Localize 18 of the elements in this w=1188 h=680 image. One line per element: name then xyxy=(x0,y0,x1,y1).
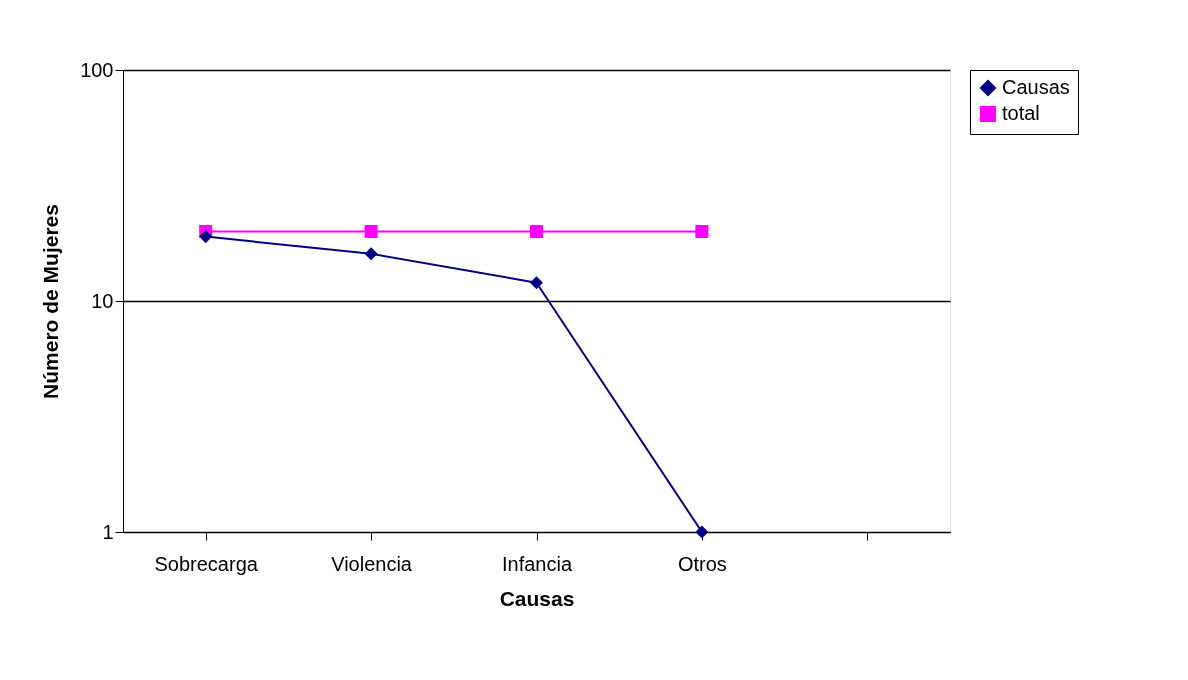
point xyxy=(529,276,544,290)
legend-label: total xyxy=(1002,102,1040,124)
x-tick-label: Sobrecarga xyxy=(154,552,259,575)
point xyxy=(199,230,213,244)
x-tick-label: Otros xyxy=(677,552,727,575)
x-tick-label: Violencia xyxy=(331,552,413,575)
point xyxy=(364,247,378,261)
point xyxy=(695,525,709,539)
y-axis-title: Número de Mujeres xyxy=(39,204,63,399)
x-axis-title: Causas xyxy=(499,586,575,610)
point xyxy=(529,224,544,238)
legend-label: Causas xyxy=(1002,76,1070,98)
point xyxy=(364,224,378,238)
y-tick-label: 10 xyxy=(91,289,114,312)
y-tick-label: 1 xyxy=(102,520,114,543)
x-tick-label: Infancia xyxy=(501,552,573,575)
y-tick-label: 100 xyxy=(80,58,114,81)
point xyxy=(695,224,709,238)
